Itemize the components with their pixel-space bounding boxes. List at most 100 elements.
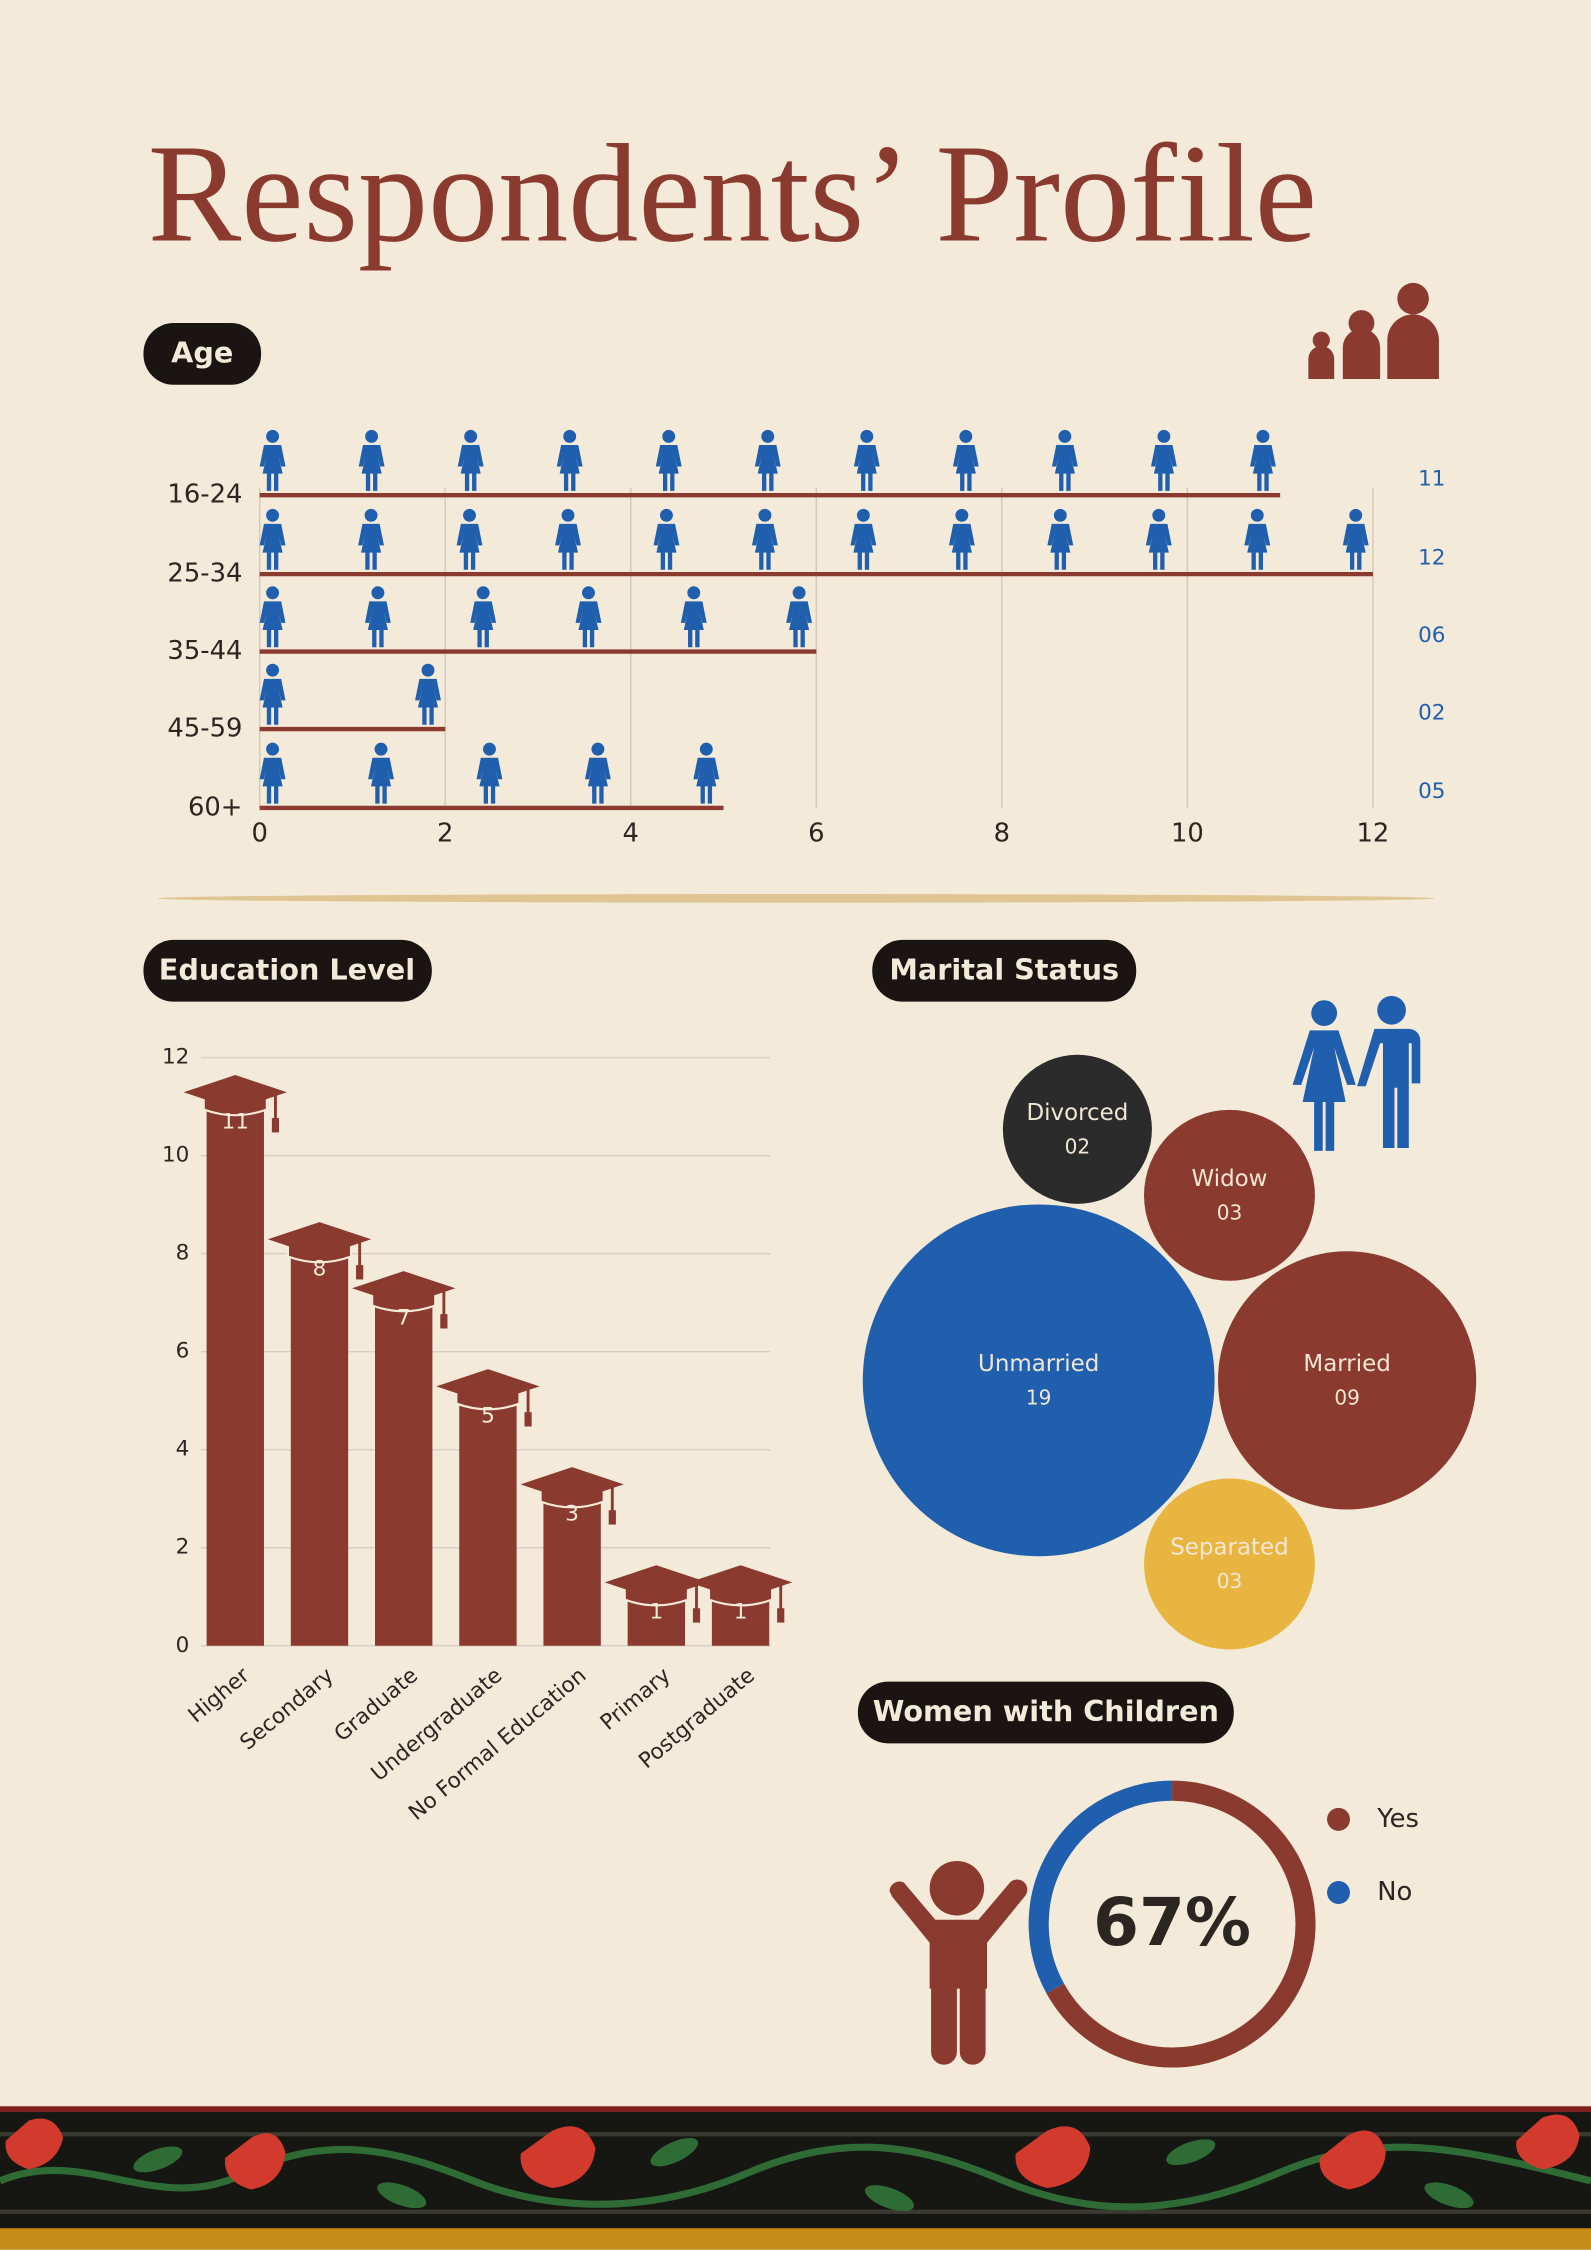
person-icon [555,523,581,570]
person-icon [1152,508,1166,522]
cap-board [183,1075,287,1110]
cap-board [604,1565,708,1600]
person-icon [687,586,701,600]
bubble [1002,1054,1152,1204]
person-icon [1342,523,1369,570]
bubble-label: Unmarried [978,1351,1099,1377]
person-icon [1047,523,1074,570]
person-icon [1145,523,1172,570]
bubble-label: Married [1303,1351,1390,1377]
person-icon [266,508,280,522]
bubble-label: Widow [1192,1166,1268,1192]
legend-label: Yes [1376,1804,1419,1834]
person-icon [955,508,969,522]
person-icon [556,444,583,491]
person-icon [860,429,874,443]
person-icon [680,601,707,648]
person-icon [266,663,280,677]
person-icon [464,429,478,443]
person-icon [421,663,435,677]
value-label: 11 [1418,466,1445,491]
value-label: 1 [649,1600,663,1625]
value-label: 5 [481,1403,495,1428]
bubble [1144,1478,1315,1650]
cap-board [436,1369,540,1404]
value-label: 7 [397,1305,411,1330]
value-label: 03 [1217,1200,1243,1224]
x-tick-label: 8 [994,818,1010,848]
person-icon [457,444,484,491]
person-icon [1157,429,1171,443]
person-icon [856,508,870,522]
person-icon [754,444,781,491]
y-tick-label: 2 [176,1535,190,1560]
person-icon [266,429,280,443]
person-icon [463,508,476,522]
person-icon [659,508,673,522]
person-icon [259,678,286,725]
person-icon [266,586,280,600]
cap-tassel [356,1265,364,1280]
person-icon [259,444,286,491]
person-icon [584,757,611,804]
x-tick-label: 12 [1357,818,1390,848]
person-icon [259,523,286,570]
donut-segment [1046,1780,1316,2068]
bubble [862,1204,1215,1557]
legend-label: No [1377,1877,1412,1907]
person-icon [699,742,713,756]
value-label: 8 [313,1256,327,1281]
person-icon [792,586,806,600]
x-tick-label: 4 [623,818,639,848]
section-title: Age [171,336,233,370]
person-icon [259,757,286,804]
y-tick-label: 4 [176,1437,190,1462]
cap-tassel [440,1314,448,1329]
person-icon [662,429,676,443]
cap-tassel [608,1510,616,1525]
person-icon [374,742,388,756]
y-tick-label: 16-24 [167,480,242,510]
section-pill [143,939,432,1002]
cap-tassel [777,1608,785,1623]
person-icon [1256,429,1270,443]
bar [459,1400,517,1646]
person-icon [948,523,975,570]
section-title: Education Level [159,952,415,986]
bubble-label: Separated [1170,1535,1288,1561]
value-label: 02 [1418,700,1445,725]
y-tick-label: 60+ [188,792,242,822]
person-icon [364,601,391,648]
person-icon [415,678,441,725]
x-tick-label: 0 [251,818,267,848]
person-icon [653,523,680,570]
value-label: 1 [734,1600,748,1625]
y-tick-label: 0 [176,1633,190,1658]
legend-marker [1327,1807,1350,1831]
decorative-border [0,2106,1591,2250]
person-icon [476,586,490,600]
value-label: 05 [1418,779,1445,804]
cap-tassel [524,1412,532,1427]
value-label: 19 [1026,1386,1052,1410]
section-title: Women with Children [873,1694,1219,1728]
person-icon [456,523,483,570]
person-icon [591,742,605,756]
person-icon [371,586,385,600]
person-icon [952,444,979,491]
x-tick-label: 2 [437,818,453,848]
page-title: Respondents’ Profile [148,117,1317,272]
person-icon [959,429,973,443]
person-icon [655,444,682,491]
cap-board [688,1565,793,1600]
value-label: 09 [1334,1386,1360,1410]
x-tick-label: 6 [808,818,824,848]
bubble [1144,1109,1315,1281]
person-icon [358,444,385,491]
person-icon [758,508,772,522]
person-icon [786,601,812,648]
person-icon [1250,508,1264,522]
y-tick-label: 25-34 [167,559,242,589]
